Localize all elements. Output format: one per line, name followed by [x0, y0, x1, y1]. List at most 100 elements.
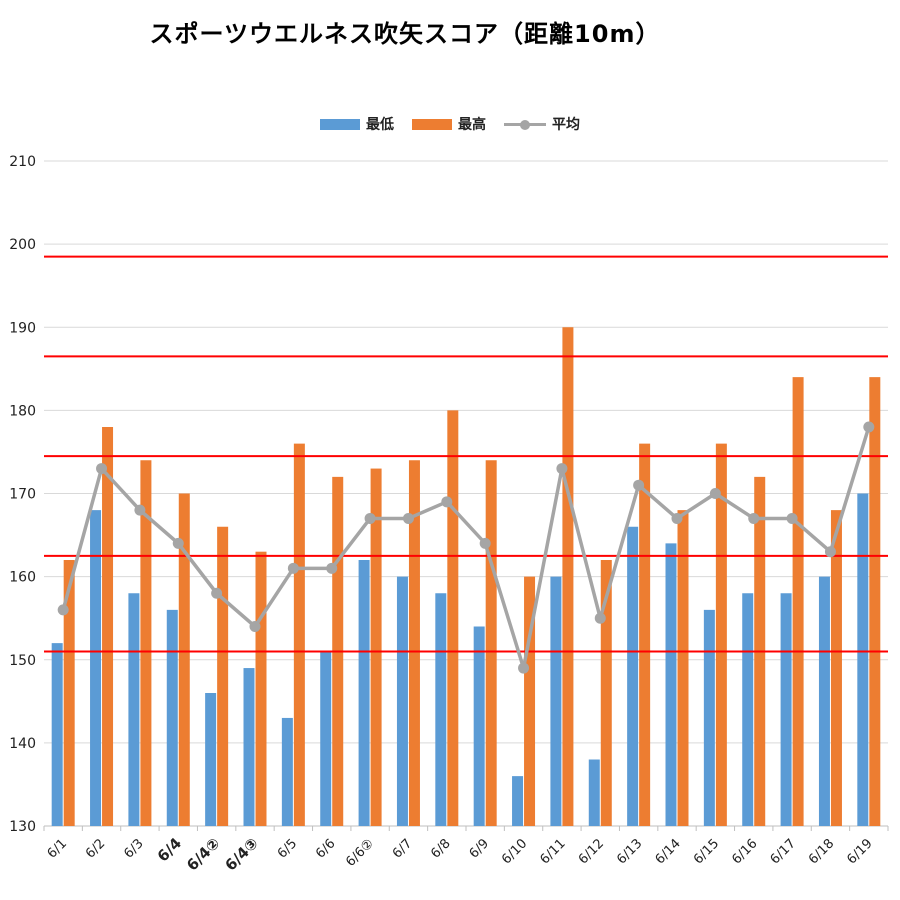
average-point	[441, 496, 453, 508]
legend-label-max: 最高	[458, 117, 486, 133]
bar-min	[281, 717, 293, 826]
y-tick-label: 200	[9, 237, 36, 253]
bar-min	[857, 493, 869, 826]
x-tick-label: 6/13	[614, 836, 645, 867]
bar-min	[205, 693, 217, 826]
average-point	[786, 512, 798, 524]
bar-max	[140, 460, 152, 826]
bar-min	[627, 526, 639, 826]
average-point	[326, 562, 338, 574]
legend-item-avg: 平均	[504, 114, 580, 134]
bar-min	[358, 560, 370, 826]
average-point	[172, 537, 184, 549]
legend-swatch-min	[320, 118, 360, 130]
bar-max	[562, 327, 574, 826]
average-point	[96, 463, 108, 475]
bar-min	[550, 576, 562, 826]
average-point	[518, 662, 530, 674]
bar-min	[473, 626, 485, 826]
y-tick-label: 190	[9, 320, 36, 336]
bar-max	[447, 410, 459, 826]
bar-min	[396, 576, 408, 826]
x-tick-label: 6/4	[154, 834, 185, 865]
x-tick-label: 6/7	[390, 836, 415, 861]
bar-min	[742, 593, 754, 826]
x-tick-label: 6/9	[467, 836, 492, 861]
average-point	[709, 488, 721, 499]
legend-item-min: 最低	[320, 114, 394, 134]
bar-min	[818, 576, 830, 826]
x-tick-label: 6/16	[729, 836, 760, 867]
x-tick-label: 6/11	[537, 836, 568, 867]
bar-min	[512, 776, 524, 826]
average-point	[748, 512, 760, 524]
x-tick-label: 6/4②	[183, 834, 223, 874]
bar-max	[830, 510, 842, 826]
average-point	[402, 512, 414, 524]
average-point	[287, 562, 299, 574]
bar-max	[63, 560, 75, 826]
bar-max	[639, 443, 651, 826]
bar-max	[217, 526, 229, 826]
x-tick-label: 6/8	[428, 836, 453, 861]
legend-swatch-avg	[504, 119, 546, 130]
bar-min	[51, 643, 63, 826]
x-tick-label: 6/19	[844, 836, 875, 867]
average-point	[863, 421, 875, 433]
average-point	[556, 463, 568, 475]
legend: 最低 最高 平均	[0, 114, 900, 134]
bar-max	[600, 560, 612, 826]
x-tick-label: 6/18	[806, 836, 837, 867]
x-tick-label: 6/1	[45, 836, 70, 861]
x-tick-label: 6/5	[275, 836, 300, 861]
y-tick-label: 130	[9, 819, 36, 835]
y-tick-label: 140	[9, 736, 36, 752]
x-tick-label: 6/6	[313, 836, 338, 861]
bar-max	[178, 493, 190, 826]
bar-max	[102, 427, 114, 826]
y-tick-label: 180	[9, 403, 36, 419]
average-point	[57, 604, 69, 616]
x-tick-label: 6/10	[499, 836, 530, 867]
legend-label-avg: 平均	[552, 117, 580, 133]
average-point	[364, 512, 376, 524]
x-tick-label: 6/17	[768, 836, 799, 867]
bar-max	[255, 551, 267, 826]
legend-item-max: 最高	[412, 114, 486, 134]
legend-label-min: 最低	[366, 117, 394, 133]
bar-max	[869, 377, 881, 826]
average-point	[824, 546, 836, 558]
x-tick-label: 6/6②	[343, 836, 377, 870]
bar-min	[243, 668, 255, 826]
bar-min	[90, 510, 102, 826]
bar-max	[677, 510, 689, 826]
bar-max	[408, 460, 420, 826]
average-point	[671, 512, 683, 524]
average-line	[61, 426, 871, 670]
average-point	[249, 621, 261, 632]
bar-max	[715, 443, 727, 826]
average-point	[211, 587, 223, 599]
x-tick-label: 6/12	[576, 836, 607, 867]
legend-swatch-max	[412, 118, 452, 130]
x-tick-label: 6/4③	[221, 834, 261, 874]
bar-min	[665, 543, 677, 826]
bar-max	[293, 443, 305, 826]
bar-max	[524, 576, 536, 826]
bar-min	[588, 759, 600, 826]
bar-max	[485, 460, 497, 826]
y-tick-label: 210	[9, 154, 36, 170]
y-tick-label: 170	[9, 487, 36, 503]
average-point	[594, 612, 606, 624]
average-point	[134, 504, 146, 516]
y-tick-label: 160	[9, 570, 36, 586]
bar-min	[320, 651, 332, 826]
bar-min	[128, 593, 140, 826]
x-tick-label: 6/3	[121, 836, 146, 861]
average-point	[479, 537, 491, 549]
bar-min	[780, 593, 792, 826]
y-tick-label: 150	[9, 653, 36, 669]
chart-title: スポーツウエルネス吹矢スコア（距離10m）	[149, 20, 661, 48]
bar-min	[703, 609, 715, 826]
